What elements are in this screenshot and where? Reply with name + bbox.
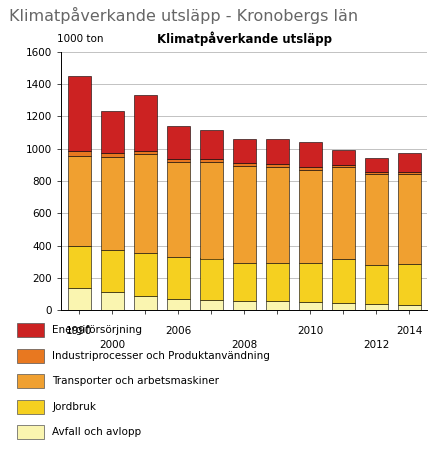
Text: Jordbruk: Jordbruk (52, 401, 96, 412)
Bar (233, 165, 255, 263)
Text: 1990: 1990 (66, 326, 92, 336)
Text: Transporter och arbetsmaskiner: Transporter och arbetsmaskiner (52, 376, 219, 386)
Bar (200, 258, 223, 300)
Bar (364, 174, 388, 265)
Bar (68, 76, 91, 151)
Bar (398, 174, 421, 264)
Bar (233, 139, 255, 163)
Bar (167, 159, 190, 162)
Text: Energiförsörjning: Energiförsörjning (52, 325, 142, 336)
Bar (266, 263, 289, 301)
Text: 1000 ton: 1000 ton (58, 34, 104, 44)
Bar (299, 263, 322, 302)
Bar (299, 142, 322, 167)
Text: 2000: 2000 (99, 340, 125, 350)
Bar (332, 303, 355, 310)
Bar (133, 151, 157, 154)
Bar (364, 172, 388, 174)
Bar (332, 150, 355, 165)
Bar (233, 263, 255, 300)
Bar (200, 130, 223, 159)
Bar (101, 154, 124, 157)
Bar (299, 167, 322, 170)
Bar (266, 164, 289, 167)
Bar (167, 126, 190, 159)
Bar (167, 162, 190, 257)
Text: 2008: 2008 (231, 340, 257, 350)
Bar (332, 259, 355, 303)
Bar (266, 167, 289, 263)
Text: 2014: 2014 (396, 326, 422, 336)
Bar (101, 157, 124, 251)
Bar (398, 172, 421, 174)
Bar (68, 151, 91, 156)
Bar (299, 170, 322, 263)
Bar (133, 95, 157, 151)
Bar (364, 304, 388, 310)
Bar (133, 154, 157, 253)
Bar (398, 305, 421, 310)
Bar (200, 159, 223, 162)
Title: Klimatpåverkande utsläpp: Klimatpåverkande utsläpp (157, 32, 332, 47)
Bar (299, 302, 322, 310)
Bar (167, 299, 190, 310)
Bar (68, 156, 91, 246)
Bar (266, 139, 289, 164)
Bar (133, 253, 157, 297)
Bar (233, 163, 255, 165)
Bar (332, 167, 355, 259)
Bar (398, 153, 421, 172)
Bar (398, 264, 421, 305)
Bar (167, 257, 190, 299)
Text: 2010: 2010 (297, 326, 323, 336)
Bar (364, 265, 388, 304)
Bar (233, 300, 255, 310)
Bar (332, 165, 355, 167)
Text: 2006: 2006 (165, 326, 191, 336)
Bar (101, 291, 124, 310)
Bar (266, 301, 289, 310)
Bar (133, 297, 157, 310)
Bar (101, 110, 124, 154)
Bar (101, 251, 124, 291)
Text: Industriprocesser och Produktanvändning: Industriprocesser och Produktanvändning (52, 351, 270, 361)
Bar (68, 246, 91, 288)
Bar (200, 162, 223, 258)
Text: Avfall och avlopp: Avfall och avlopp (52, 427, 141, 437)
Bar (364, 157, 388, 172)
Text: Klimatpåverkande utsläpp - Kronobergs län: Klimatpåverkande utsläpp - Kronobergs lä… (9, 7, 358, 24)
Bar (200, 300, 223, 310)
Text: 2012: 2012 (363, 340, 389, 350)
Bar (68, 288, 91, 310)
